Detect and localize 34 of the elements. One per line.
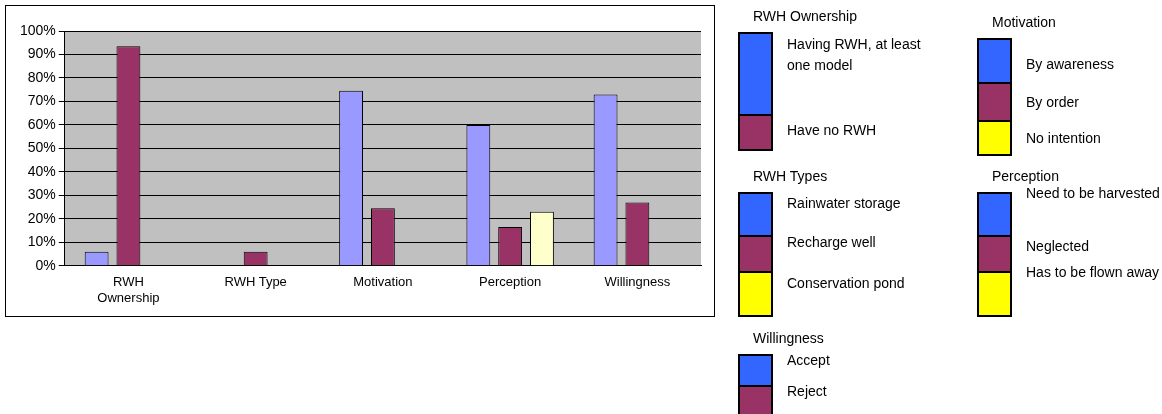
text: Neglected — [1026, 238, 1090, 254]
y-tick-label: 90% — [27, 45, 56, 62]
y-tick-label: 40% — [27, 162, 56, 179]
text: By order — [1026, 94, 1079, 110]
text: Perception — [992, 168, 1059, 184]
text: Reject — [787, 383, 827, 399]
y-tick-label: 80% — [27, 68, 56, 85]
x-tick-label: Motivation — [353, 274, 413, 290]
text: Recharge well — [787, 234, 876, 250]
text: Willingness — [753, 330, 824, 346]
text: Has to be flown away — [1026, 264, 1160, 280]
x-tick-label: RWH Type — [224, 274, 287, 290]
text: Having RWH, at least one model — [787, 36, 921, 73]
text: Have no RWH — [787, 122, 877, 138]
y-tick-label: 100% — [19, 21, 56, 38]
y-tick-label: 0% — [35, 256, 56, 273]
text: Motivation — [992, 14, 1056, 30]
text: Accept — [787, 352, 830, 368]
text: By awareness — [1026, 56, 1114, 72]
text: RWH Types — [753, 168, 828, 184]
text: No intention — [1026, 130, 1101, 146]
text: Rainwater storage — [787, 195, 901, 211]
y-tick-label: 70% — [27, 92, 56, 109]
text: Need to be harvested — [1026, 185, 1160, 201]
text: Conservation pond — [787, 275, 905, 291]
x-tick-label: RWH Ownership — [97, 274, 160, 305]
y-tick-label: 20% — [27, 209, 56, 226]
y-tick-label: 30% — [27, 186, 56, 203]
y-tick-label: 60% — [27, 115, 56, 132]
text: RWH Ownership — [753, 8, 857, 24]
y-tick-label: 10% — [27, 233, 56, 250]
y-tick-label: 50% — [27, 139, 56, 156]
x-tick-label: Perception — [479, 274, 542, 290]
x-tick-label: Willingness — [604, 274, 671, 290]
